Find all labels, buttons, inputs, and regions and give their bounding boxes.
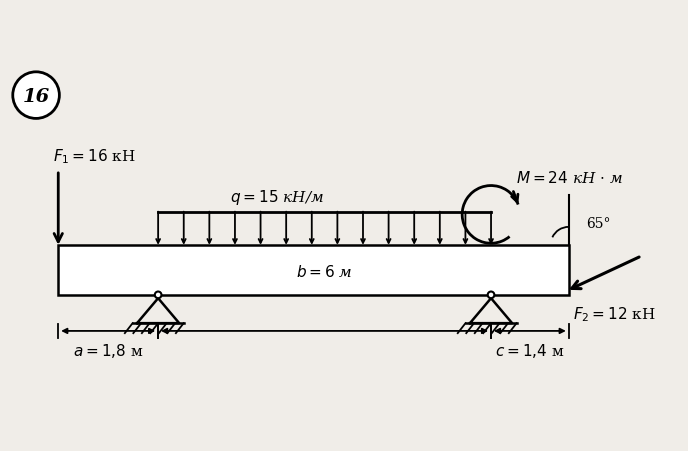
Text: $b = 6$ м: $b = 6$ м	[297, 264, 353, 281]
Text: $F_2 = 12$ кН: $F_2 = 12$ кН	[573, 305, 656, 323]
Text: $F_1 = 16$ кН: $F_1 = 16$ кН	[53, 147, 136, 166]
Text: $q = 15$ кН/м: $q = 15$ кН/м	[230, 188, 324, 207]
Bar	[58, 245, 569, 295]
Circle shape	[155, 291, 162, 298]
Text: 16: 16	[23, 88, 50, 106]
Text: $a = 1{,}8$ м: $a = 1{,}8$ м	[73, 342, 143, 360]
Circle shape	[13, 72, 59, 119]
Text: $M = 24$ кН $\cdot$ м: $M = 24$ кН $\cdot$ м	[516, 170, 623, 185]
Circle shape	[488, 291, 495, 298]
Text: 65°: 65°	[586, 217, 611, 231]
Text: $c = 1{,}4$ м: $c = 1{,}4$ м	[495, 342, 565, 360]
